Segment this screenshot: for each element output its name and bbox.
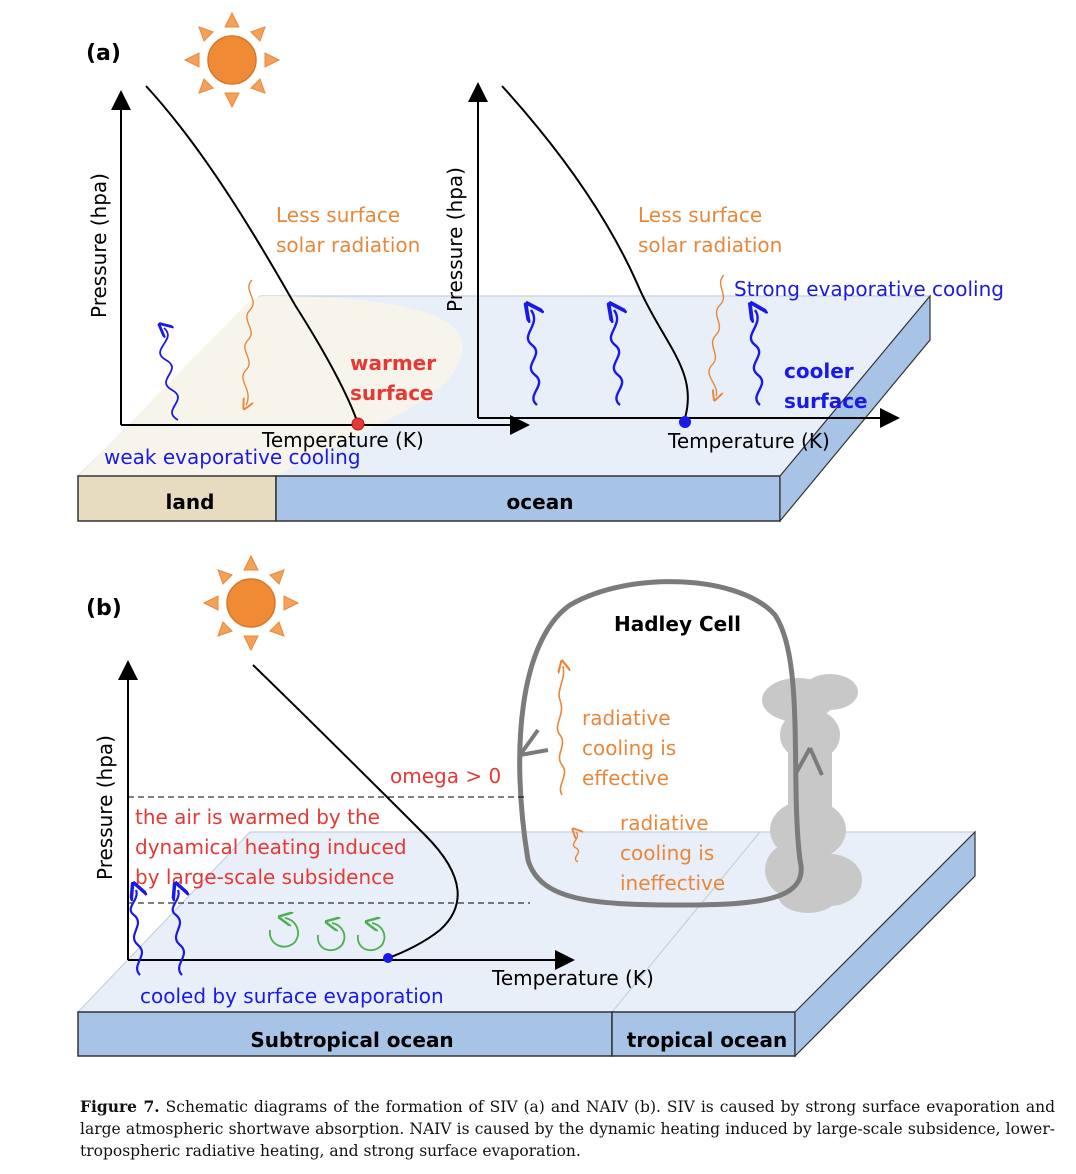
sun-icon [202, 554, 300, 652]
evaporation-arrow [528, 310, 539, 406]
surface-point-red [351, 417, 365, 431]
figure-caption: Figure 7. Schematic diagrams of the form… [80, 1096, 1055, 1162]
rad-ineffective-label: radiative cooling is ineffective [620, 811, 725, 895]
surface-label: warmer surface [350, 351, 436, 405]
radiation-label: Less surface solar radiation [638, 203, 782, 257]
ocean-block [275, 475, 781, 522]
tropical-label: tropical ocean [627, 1028, 787, 1052]
subtropical-label: Subtropical ocean [250, 1028, 453, 1052]
evaporation-label: Strong evaporative cooling [734, 277, 1004, 301]
sun-icon [183, 11, 281, 109]
x-axis-label: Temperature (K) [667, 429, 830, 453]
land-warm-region [78, 296, 463, 476]
hadley-arrowhead [793, 747, 824, 776]
figure-svg: (a) land ocean Pressure (hpa) Temperatur… [76, 11, 1004, 1058]
tropical-block [611, 1011, 796, 1057]
cooling-label: cooled by surface evaporation [140, 984, 444, 1008]
radiation-label: Less surface solar radiation [276, 203, 420, 257]
radiative-arrow [556, 666, 564, 796]
evaporation-arrow [611, 310, 622, 406]
radiation-arrow [708, 274, 725, 396]
temperature-profile [145, 85, 359, 425]
slab-side [794, 830, 976, 1058]
y-axis-label: Pressure (hpa) [443, 167, 467, 312]
slab-side [779, 294, 931, 523]
rad-effective-label: radiative cooling is effective [582, 706, 676, 790]
panel-a-label: (a) [86, 41, 121, 66]
surface-point-blue [383, 953, 393, 963]
hadley-cell-loop [517, 579, 804, 908]
figure-caption-text: Schematic diagrams of the formation of S… [80, 1098, 1055, 1160]
radiation-arrow [242, 279, 254, 405]
warming-label: the air is warmed by the dynamical heatin… [135, 805, 407, 889]
evaporation-arrow [751, 310, 762, 406]
land-block [77, 475, 277, 522]
evaporation-arrow [160, 328, 179, 421]
x-axis-label: Temperature (K) [261, 428, 424, 452]
subtropical-block [77, 1011, 613, 1057]
hadley-label: Hadley Cell [614, 612, 741, 636]
temperature-profile [252, 664, 459, 959]
land-label: land [166, 490, 215, 514]
evaporation-arrow [131, 890, 142, 976]
omega-label: omega > 0 [390, 764, 501, 788]
hadley-arrowhead [518, 728, 549, 757]
zone-divider [611, 831, 761, 1013]
radiative-arrow-small [573, 832, 578, 863]
y-axis-label: Pressure (hpa) [87, 173, 111, 318]
evaporation-label: weak evaporative cooling [104, 445, 361, 469]
turbulence-swirls [269, 918, 386, 952]
cumulus-cloud-icon [762, 674, 862, 913]
temperature-profile [501, 85, 689, 419]
evaporation-arrow [173, 890, 184, 976]
figure-caption-label: Figure 7. [80, 1097, 160, 1116]
surface-label: cooler surface [784, 359, 868, 413]
x-axis-label: Temperature (K) [491, 966, 654, 990]
ocean-label: ocean [507, 490, 574, 514]
panel-b-label: (b) [86, 596, 122, 621]
surface-point-blue [679, 416, 691, 428]
y-axis-label: Pressure (hpa) [93, 735, 117, 880]
